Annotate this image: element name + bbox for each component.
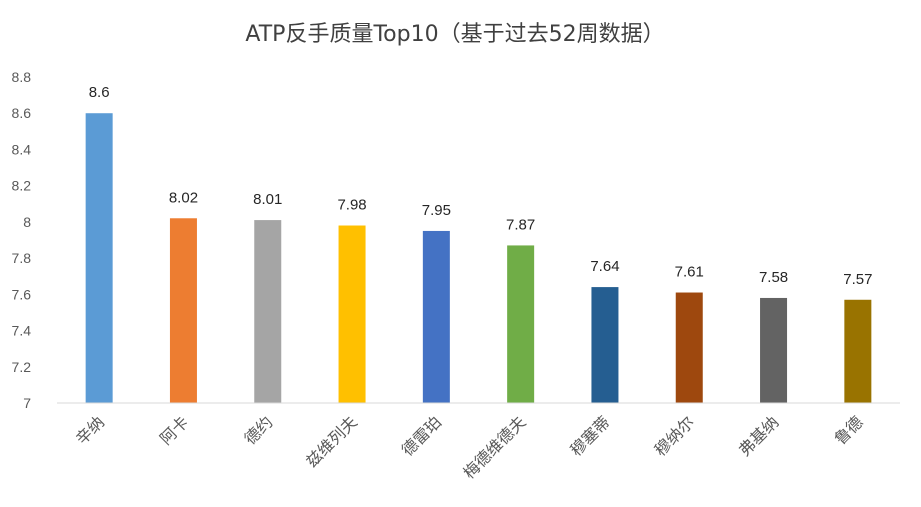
y-tick-label: 8.6 [12,105,32,121]
bar-value-label: 7.58 [759,269,788,286]
bars-group [85,113,872,403]
bar [169,218,197,403]
x-axis: 辛纳 阿卡 德约 兹维列夫 德雷珀 梅德维德夫 穆塞蒂 穆纳尔 弗基纳 鲁德 [57,402,900,482]
y-tick-label: 8.2 [12,178,32,194]
bar-value-label: 8.01 [253,191,282,208]
bar [85,113,113,403]
bar-value-label: 7.95 [422,202,451,219]
y-tick-label: 7.4 [12,323,32,339]
y-tick-label: 7.8 [12,250,32,266]
y-tick-label: 8.4 [12,141,32,157]
x-tick-label: 兹维列夫 [302,412,361,471]
x-tick-label: 德约 [241,412,277,448]
bar [675,292,703,403]
bar [844,299,872,403]
y-tick-label: 7.2 [12,359,32,375]
bar-value-label: 7.87 [506,216,535,233]
bar-value-label: 8.02 [169,189,198,206]
y-axis: 7 7.2 7.4 7.6 7.8 8 8.2 8.4 8.6 8.8 [12,69,32,411]
bar [591,287,619,403]
x-tick-label: 穆塞蒂 [566,412,613,459]
chart-title: ATP反手质量Top10（基于过去52周数据） [245,22,664,47]
bar [338,225,366,403]
data-labels-group: 8.6 8.02 8.01 7.98 7.95 7.87 7.64 7.61 7.58 7.57 [89,84,873,288]
x-tick-label: 鲁德 [831,412,867,448]
x-tick-label: 德雷珀 [398,412,445,459]
y-tick-label: 7 [23,395,31,411]
bar [254,220,282,403]
x-tick-label: 辛纳 [72,412,108,448]
x-tick-label: 阿卡 [156,412,192,448]
x-tick-label: 弗基纳 [735,412,782,459]
bar-value-label: 8.6 [89,84,110,101]
bar-value-label: 7.98 [337,197,366,214]
bar-value-label: 7.57 [843,271,872,288]
bar [507,245,535,403]
y-tick-label: 8 [23,214,31,230]
bar-value-label: 7.64 [590,258,619,275]
bar [760,297,788,403]
x-tick-label: 穆纳尔 [651,412,698,459]
y-tick-label: 7.6 [12,286,32,302]
bar [422,230,450,403]
x-tick-label: 梅德维德夫 [459,412,529,482]
y-tick-label: 8.8 [12,69,32,85]
bar-value-label: 7.61 [675,264,704,281]
